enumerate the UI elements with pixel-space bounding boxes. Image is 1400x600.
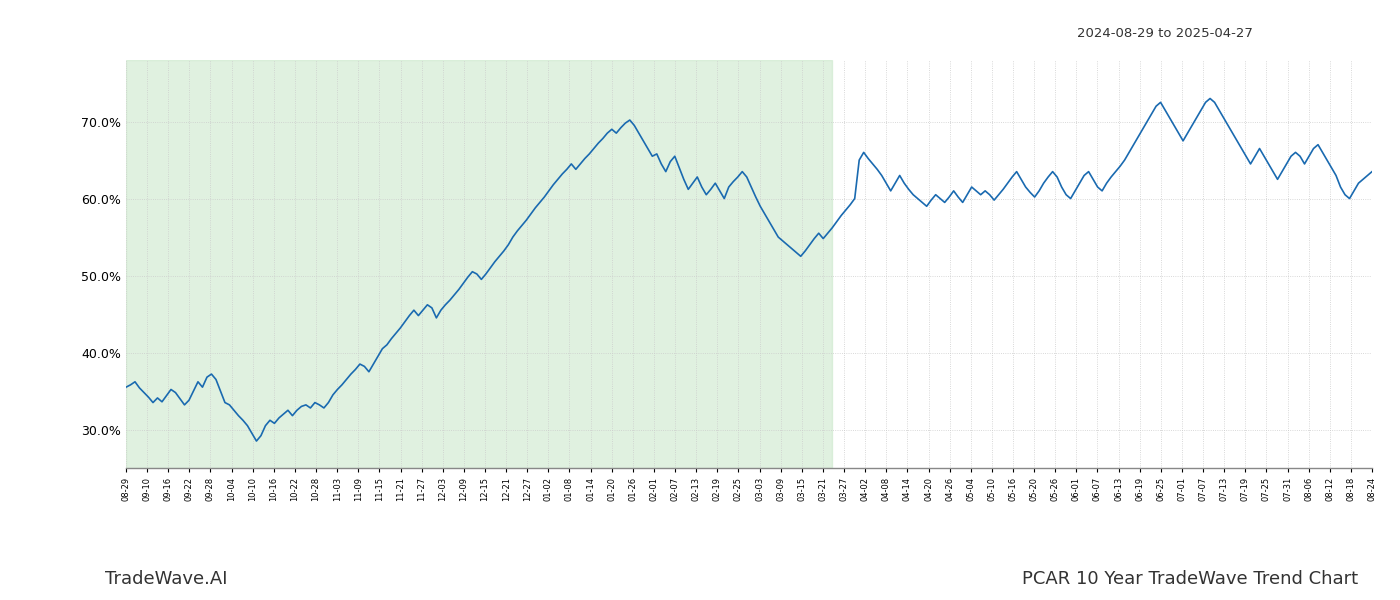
Bar xyxy=(126,60,832,468)
Text: PCAR 10 Year TradeWave Trend Chart: PCAR 10 Year TradeWave Trend Chart xyxy=(1022,570,1358,588)
Text: TradeWave.AI: TradeWave.AI xyxy=(105,570,227,588)
Text: 2024-08-29 to 2025-04-27: 2024-08-29 to 2025-04-27 xyxy=(1077,27,1253,40)
